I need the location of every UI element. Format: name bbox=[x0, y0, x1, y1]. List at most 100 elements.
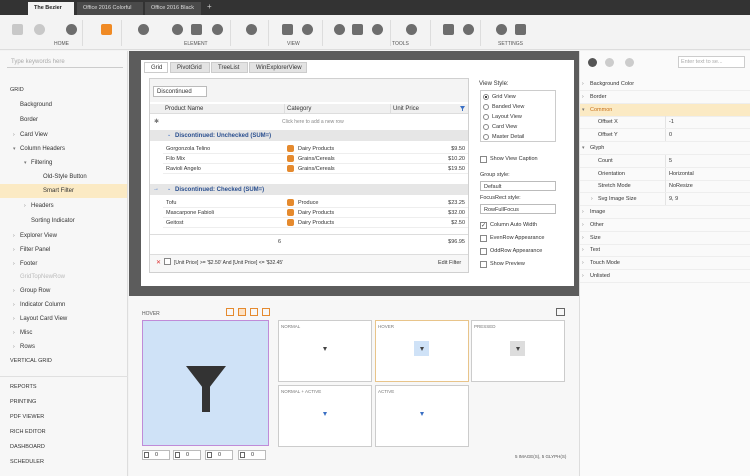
toolbar-icon[interactable] bbox=[625, 58, 634, 67]
ribbon-icon[interactable] bbox=[302, 24, 313, 35]
filter-clear[interactable]: ✕ bbox=[156, 260, 162, 266]
combo[interactable]: Default bbox=[480, 181, 556, 191]
tree-item[interactable]: REPORTS bbox=[10, 384, 37, 390]
cell-product[interactable]: Mascarpone Fabioli bbox=[166, 210, 214, 216]
expander[interactable]: › bbox=[13, 316, 15, 322]
expander[interactable]: › bbox=[24, 203, 26, 209]
ribbon-icon[interactable] bbox=[66, 24, 77, 35]
property-name[interactable]: Image bbox=[590, 209, 606, 215]
theme-tab[interactable]: Office 2016 Black bbox=[145, 2, 201, 15]
expander[interactable]: ▾ bbox=[582, 106, 585, 113]
expander[interactable]: ▾ bbox=[24, 160, 27, 166]
radio[interactable] bbox=[483, 124, 489, 130]
group-caption[interactable]: Discontinued: Checked (SUM=) bbox=[175, 187, 265, 193]
cell-price[interactable]: $23.25 bbox=[448, 200, 465, 206]
expander[interactable]: › bbox=[13, 288, 15, 294]
property-name[interactable]: Count bbox=[598, 157, 613, 164]
cell-category[interactable]: Grains/Cereals bbox=[298, 166, 335, 172]
radio[interactable] bbox=[483, 94, 489, 100]
tree-item[interactable]: GRID bbox=[10, 87, 24, 93]
tree-item[interactable]: Old-Style Button bbox=[43, 174, 87, 180]
expander[interactable]: › bbox=[582, 221, 584, 228]
group-caption[interactable]: Discontinued: Unchecked (SUM=) bbox=[175, 133, 272, 139]
ribbon-icon[interactable] bbox=[191, 24, 202, 35]
cell-category[interactable]: Dairy Products bbox=[298, 146, 335, 152]
expander[interactable]: › bbox=[582, 260, 584, 267]
column-header[interactable]: Category bbox=[287, 106, 312, 112]
ribbon-icon[interactable] bbox=[172, 24, 183, 35]
radio[interactable] bbox=[483, 134, 489, 140]
cell-price[interactable]: $2.50 bbox=[451, 220, 465, 226]
tree-item[interactable]: Indicator Column bbox=[20, 302, 66, 308]
property-value[interactable]: Horizontal bbox=[669, 170, 694, 177]
layout-icon[interactable] bbox=[262, 308, 270, 316]
check-label[interactable]: Show Preview bbox=[490, 261, 525, 267]
layout-icon[interactable] bbox=[238, 308, 246, 316]
tree-item[interactable]: RICH EDITOR bbox=[10, 429, 46, 435]
property-name[interactable]: Svg Image Size bbox=[598, 196, 637, 203]
expander[interactable]: ▾ bbox=[582, 145, 585, 151]
property-name[interactable]: Background Color bbox=[590, 81, 635, 87]
spin-value[interactable]: 0 bbox=[251, 452, 255, 458]
cell-product[interactable]: Tofu bbox=[166, 200, 177, 206]
tree-item[interactable]: Background bbox=[20, 102, 53, 108]
expander[interactable]: › bbox=[13, 233, 15, 239]
property-value[interactable]: 5 bbox=[669, 157, 673, 164]
column-header[interactable]: Product Name bbox=[165, 106, 204, 112]
tree-item[interactable]: Filtering bbox=[31, 160, 53, 166]
property-value[interactable]: -1 bbox=[669, 119, 674, 126]
checkbox[interactable] bbox=[480, 248, 487, 255]
property-value[interactable]: 0 bbox=[669, 132, 673, 139]
tree-item[interactable]: Column Headers bbox=[20, 146, 66, 152]
radio-label[interactable]: Card View bbox=[492, 124, 518, 130]
tree-item[interactable]: Explorer View bbox=[20, 233, 57, 239]
cell-category[interactable]: Produce bbox=[298, 200, 319, 206]
radio[interactable] bbox=[483, 114, 489, 120]
filter-check[interactable] bbox=[164, 258, 171, 265]
toolbar-icon[interactable] bbox=[588, 58, 597, 67]
expander[interactable]: ▾ bbox=[13, 146, 16, 152]
toolbar-icon[interactable] bbox=[605, 58, 614, 67]
grid-tab[interactable]: WinExplorerView bbox=[249, 62, 307, 73]
property-name[interactable]: Unlisted bbox=[590, 273, 610, 279]
cell-price[interactable]: $19.50 bbox=[448, 166, 465, 172]
ribbon-icon[interactable] bbox=[443, 24, 454, 35]
property-name[interactable]: Offset X bbox=[598, 119, 618, 126]
ribbon-icon[interactable] bbox=[12, 24, 23, 35]
property-name[interactable]: Common bbox=[590, 106, 613, 113]
cell-price[interactable]: $9.50 bbox=[451, 146, 465, 152]
ribbon-icon[interactable] bbox=[138, 24, 149, 35]
filter-text[interactable]: [Unit Price] >= '$2.50' And [Unit Price]… bbox=[174, 260, 284, 266]
tree-item[interactable]: Layout Card View bbox=[20, 316, 68, 322]
grid-tab[interactable]: PivotGrid bbox=[170, 62, 210, 73]
property-name[interactable]: Border bbox=[590, 93, 607, 100]
property-name[interactable]: Touch Mode bbox=[590, 260, 620, 267]
radio-label[interactable]: Banded View bbox=[492, 104, 525, 110]
expander[interactable]: › bbox=[13, 330, 15, 336]
tree-item[interactable]: VERTICAL GRID bbox=[10, 358, 52, 364]
ribbon-icon[interactable] bbox=[463, 24, 474, 35]
check-label[interactable]: Column Auto Width bbox=[490, 222, 538, 228]
column-header[interactable]: Unit Price bbox=[393, 106, 420, 112]
checkbox[interactable] bbox=[480, 235, 487, 242]
expander[interactable]: › bbox=[582, 234, 584, 241]
tree-item[interactable]: Filter Panel bbox=[20, 247, 51, 253]
ribbon-icon[interactable] bbox=[282, 24, 293, 35]
tree-item[interactable]: Rows bbox=[20, 344, 36, 350]
property-name[interactable]: Stretch Mode bbox=[598, 183, 631, 190]
ribbon-icon[interactable] bbox=[101, 24, 112, 35]
ribbon-icon[interactable] bbox=[334, 24, 345, 35]
property-value[interactable]: NoResize bbox=[669, 183, 693, 190]
expander[interactable]: › bbox=[13, 261, 15, 267]
checkbox[interactable] bbox=[480, 261, 487, 268]
expander[interactable]: › bbox=[13, 247, 15, 253]
property-name[interactable]: Glyph bbox=[590, 145, 605, 151]
radio-label[interactable]: Master Detail bbox=[492, 134, 525, 140]
radio-label[interactable]: Layout View bbox=[492, 114, 522, 120]
cell-category[interactable]: Dairy Products bbox=[298, 210, 335, 216]
cell-category[interactable]: Dairy Products bbox=[298, 220, 335, 226]
add-tab[interactable]: + bbox=[207, 2, 212, 11]
grid-tab[interactable]: Grid bbox=[144, 62, 168, 73]
checkbox[interactable] bbox=[480, 156, 487, 163]
property-name[interactable]: Text bbox=[590, 247, 601, 254]
